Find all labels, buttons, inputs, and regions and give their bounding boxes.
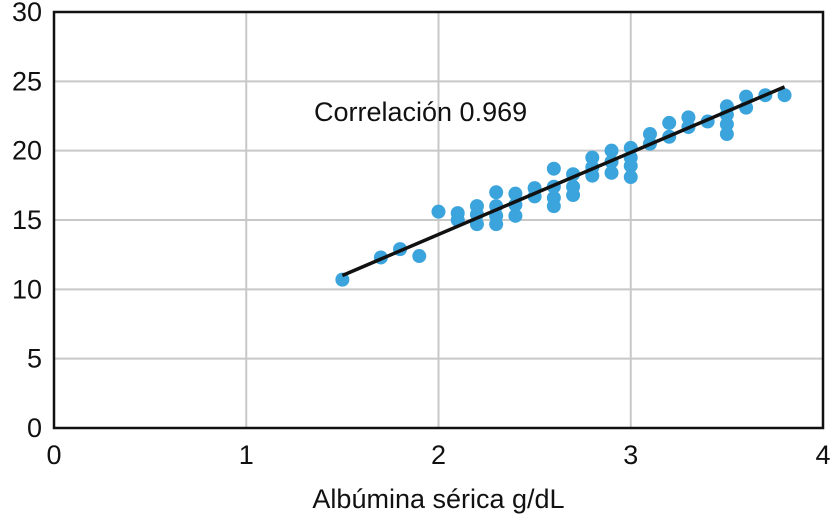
y-tick-label: 10 [12,274,42,304]
data-point [489,217,504,232]
x-tick-label: 4 [815,440,830,470]
data-point [489,185,504,200]
data-point [719,127,734,142]
data-point [604,143,619,158]
data-point [412,249,427,264]
trend-layer [341,85,786,278]
data-point [566,188,581,203]
trend-line [341,85,786,278]
x-tick-label: 3 [623,440,638,470]
tick-labels: 0 1 2 3 4 0 5 10 15 20 25 30 [12,0,831,470]
data-point [777,88,792,103]
data-point [719,117,734,132]
y-tick-label: 30 [12,0,42,27]
data-point [642,127,657,142]
y-tick-label: 25 [12,66,42,96]
y-tick-label: 0 [27,413,42,443]
data-point [585,150,600,165]
data-point [662,115,677,130]
plot-frame [52,10,825,430]
data-point [546,199,561,214]
x-tick-label: 0 [46,440,61,470]
x-tick-label: 2 [431,440,446,470]
y-tick-label: 5 [27,344,42,374]
y-tick-label: 20 [12,136,42,166]
data-point [681,110,696,125]
x-axis-title: Albúmina sérica g/dL [312,484,564,514]
y-tick-label: 15 [12,205,42,235]
data-point [623,158,638,173]
data-point [508,208,523,223]
grid-layer [54,12,823,428]
data-point [431,204,446,219]
data-point [546,161,561,176]
data-point [623,170,638,185]
correlation-annotation: Correlación 0.969 [314,97,527,127]
x-tick-label: 1 [239,440,254,470]
data-point [604,165,619,180]
data-point [508,186,523,201]
data-point [335,272,350,287]
